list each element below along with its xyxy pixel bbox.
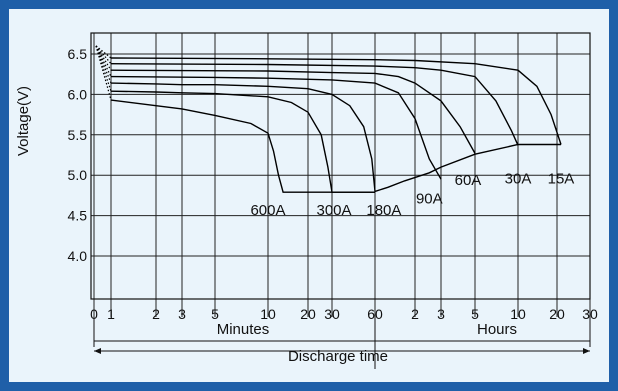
arrow-left [94, 348, 101, 354]
x-tick-label: 30 [324, 306, 340, 322]
x-group-label-hours: Hours [477, 321, 517, 338]
discharge-chart: 6.5 6.0 5.5 5.0 4.5 4.0 0 1 2 3 5 10 20 30 60 2 3 5 10 20 30… [15, 32, 598, 369]
x-tick-label: 10 [510, 306, 526, 322]
start-dotted-line [95, 45, 112, 84]
curves [110, 57, 562, 193]
y-axis-label: Voltage(V) [15, 86, 32, 156]
series-line-180a [110, 82, 376, 192]
y-tick-label: 5.0 [68, 167, 88, 183]
series-line-300a [110, 90, 375, 193]
series-line-15a [110, 57, 562, 145]
curve-label: 180A [366, 202, 401, 219]
curve-label: 30A [505, 171, 532, 188]
x-tick-label: 5 [471, 306, 479, 322]
curve-label: 15A [548, 171, 575, 188]
series-line-30a [110, 63, 519, 146]
x-tick-label: 3 [178, 306, 186, 322]
x-tick-label: 2 [152, 306, 160, 322]
curve-labels: 600A 300A 180A 90A 60A 30A 15A [250, 171, 574, 220]
axes [90, 32, 591, 369]
y-tick-label: 4.0 [68, 248, 88, 264]
x-tick-label: 1 [107, 306, 115, 322]
series-line-60a [110, 69, 476, 154]
curve-label: 60A [455, 172, 482, 189]
x-tick-label: 3 [437, 306, 445, 322]
x-axis-label: Discharge time [288, 348, 388, 365]
x-tick-label: 20 [549, 306, 565, 322]
x-tick-label: 10 [260, 306, 276, 322]
series-line-600a [110, 99, 375, 193]
curve-label: 600A [250, 202, 285, 219]
x-tick-label: 30 [582, 306, 598, 322]
tick-labels: 6.5 6.0 5.5 5.0 4.5 4.0 0 1 2 3 5 10 20 30 60 2 3 5 10 20 30 [68, 46, 598, 322]
y-tick-label: 6.5 [68, 46, 88, 62]
curve-label: 300A [317, 202, 352, 219]
chart-frame: 6.5 6.0 5.5 5.0 4.5 4.0 0 1 2 3 5 10 20 30 60 2 3 5 10 20 30… [9, 9, 609, 382]
x-tick-label: 20 [300, 306, 316, 322]
dotted-start [95, 45, 112, 101]
grid [91, 33, 591, 317]
plot-border [90, 32, 591, 300]
start-dotted-line [95, 45, 112, 71]
x-tick-label: 60 [367, 306, 383, 322]
y-tick-label: 4.5 [68, 208, 88, 224]
y-tick-label: 6.0 [68, 86, 88, 102]
y-tick-label: 5.5 [68, 127, 88, 143]
start-dotted-line [95, 45, 112, 101]
x-group-label-minutes: Minutes [217, 321, 270, 338]
x-tick-label: 5 [211, 306, 219, 322]
curve-label: 90A [416, 191, 443, 208]
x-tick-label: 0 [90, 306, 98, 322]
series-line-90a [110, 75, 442, 180]
start-dotted-line [95, 45, 112, 65]
start-dotted-line [95, 45, 112, 77]
series-line-final [374, 143, 561, 193]
x-tick-label: 2 [411, 306, 419, 322]
arrow-right [583, 348, 590, 354]
